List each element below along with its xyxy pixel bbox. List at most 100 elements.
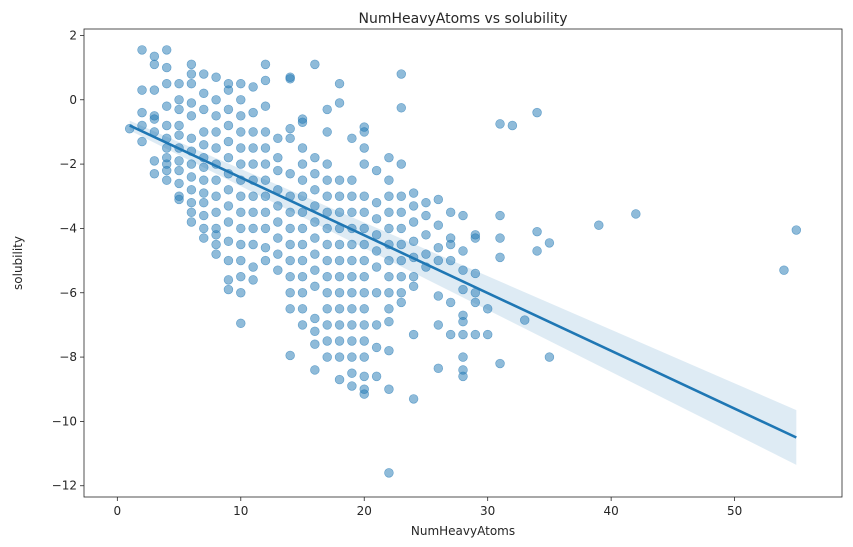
data-point	[248, 262, 258, 272]
data-point	[211, 230, 221, 240]
data-point	[408, 201, 419, 211]
data-point	[322, 191, 332, 201]
data-point	[347, 207, 357, 218]
data-point	[384, 288, 394, 298]
data-point	[310, 201, 320, 211]
x-tick-label: 0	[114, 504, 122, 518]
scatter-points-layer	[124, 45, 802, 478]
data-point	[223, 255, 234, 266]
data-point	[273, 201, 283, 211]
data-point	[310, 326, 320, 337]
data-point	[433, 220, 444, 230]
data-point	[359, 207, 369, 218]
data-point	[458, 352, 468, 362]
data-point	[347, 239, 357, 250]
data-point	[433, 320, 444, 330]
data-point	[347, 255, 357, 266]
data-point	[174, 120, 184, 131]
data-point	[248, 223, 258, 234]
data-point	[532, 107, 542, 118]
data-point	[495, 233, 505, 243]
data-point	[396, 207, 406, 218]
data-point	[211, 143, 221, 153]
data-point	[260, 175, 271, 185]
data-point	[359, 320, 369, 330]
data-point	[779, 265, 789, 275]
data-point	[310, 59, 320, 70]
data-point	[273, 249, 283, 259]
data-point	[260, 159, 271, 169]
data-point	[260, 255, 271, 266]
data-point	[211, 111, 221, 121]
data-point	[347, 271, 357, 282]
data-point	[186, 172, 197, 182]
data-point	[347, 381, 357, 391]
data-point	[359, 255, 369, 266]
data-point	[334, 98, 345, 108]
data-point	[396, 288, 406, 298]
data-point	[248, 207, 258, 218]
data-point	[310, 169, 320, 179]
data-point	[384, 304, 394, 314]
data-point	[322, 159, 332, 169]
data-point	[248, 191, 258, 201]
data-point	[236, 143, 246, 153]
data-point	[482, 329, 493, 340]
data-point	[470, 329, 481, 340]
data-point	[371, 246, 382, 256]
data-point	[199, 188, 209, 198]
data-point	[273, 133, 283, 144]
data-point	[334, 191, 345, 201]
data-point	[211, 72, 221, 82]
regression-line	[129, 124, 797, 439]
data-point	[371, 371, 382, 382]
y-tick-label: 2	[69, 28, 77, 42]
data-point	[408, 394, 419, 404]
data-point	[285, 169, 295, 179]
data-point	[297, 320, 308, 330]
data-point	[236, 159, 246, 169]
data-point	[421, 249, 431, 259]
data-point	[458, 265, 468, 275]
data-point	[458, 329, 468, 340]
data-point	[359, 288, 369, 298]
data-point	[223, 236, 234, 246]
data-point	[396, 239, 406, 250]
data-point	[260, 207, 271, 218]
data-point	[236, 191, 246, 201]
data-point	[297, 207, 308, 218]
data-point	[285, 304, 295, 314]
data-point	[433, 291, 444, 301]
data-point	[297, 288, 308, 298]
data-point	[384, 152, 394, 163]
data-point	[236, 288, 246, 298]
data-point	[285, 255, 295, 266]
data-point	[260, 143, 271, 153]
data-point	[322, 288, 332, 298]
data-point	[186, 78, 197, 89]
data-point	[310, 265, 320, 275]
y-tick-label: −10	[52, 414, 77, 428]
data-point	[433, 194, 444, 205]
data-point	[223, 185, 234, 195]
data-point	[174, 130, 184, 140]
data-point	[199, 127, 209, 137]
plot-frame	[83, 28, 843, 498]
data-point	[371, 320, 382, 330]
data-point	[408, 329, 419, 340]
data-point	[396, 223, 406, 234]
data-point	[384, 191, 394, 201]
data-point	[458, 210, 468, 221]
data-point	[359, 271, 369, 282]
data-point	[347, 175, 357, 185]
y-tick-label: −6	[59, 286, 77, 300]
data-point	[174, 156, 184, 166]
data-point	[359, 336, 369, 346]
data-point	[384, 317, 394, 327]
data-point	[791, 225, 802, 235]
data-point	[495, 358, 505, 369]
data-point	[297, 255, 308, 266]
data-point	[199, 69, 209, 79]
data-point	[223, 104, 234, 115]
data-point	[199, 88, 209, 99]
